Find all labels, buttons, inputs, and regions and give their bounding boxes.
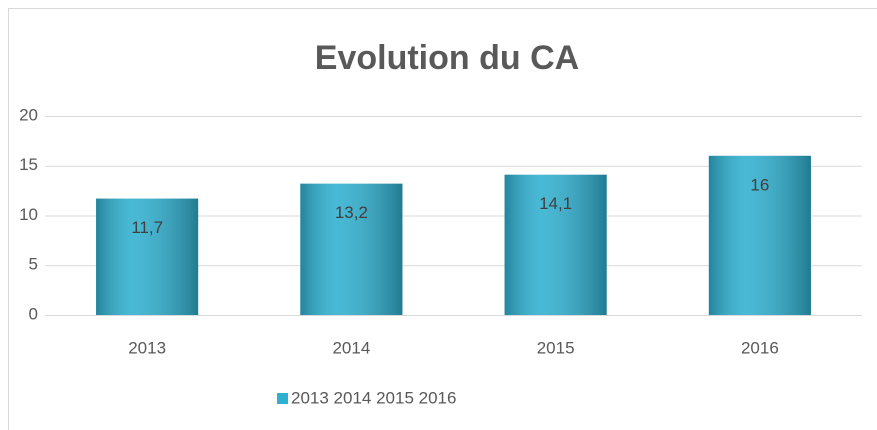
y-tick-label: 10 <box>19 205 38 224</box>
bar-shade <box>300 183 403 315</box>
data-label: 16 <box>750 175 769 194</box>
bar-shade <box>504 174 607 315</box>
y-tick-label: 20 <box>19 105 38 124</box>
x-tick-label: 2016 <box>741 338 779 357</box>
y-tick-label: 0 <box>29 304 38 323</box>
data-label: 14,1 <box>539 194 572 213</box>
data-label: 11,7 <box>131 218 163 237</box>
data-label: 13,2 <box>335 203 368 222</box>
x-tick-label: 2014 <box>332 338 370 357</box>
y-tick-label: 15 <box>19 155 38 174</box>
chart-border <box>8 8 877 430</box>
x-tick-label: 2015 <box>537 338 575 357</box>
y-tick-label: 5 <box>29 255 38 274</box>
bar-shade <box>96 198 199 315</box>
x-tick-label: 2013 <box>128 338 166 357</box>
bar-shade <box>708 155 811 315</box>
legend-label: 2013 2014 2015 2016 <box>291 388 456 407</box>
legend-marker <box>277 393 288 404</box>
chart-title: Evolution du CA <box>315 39 579 77</box>
